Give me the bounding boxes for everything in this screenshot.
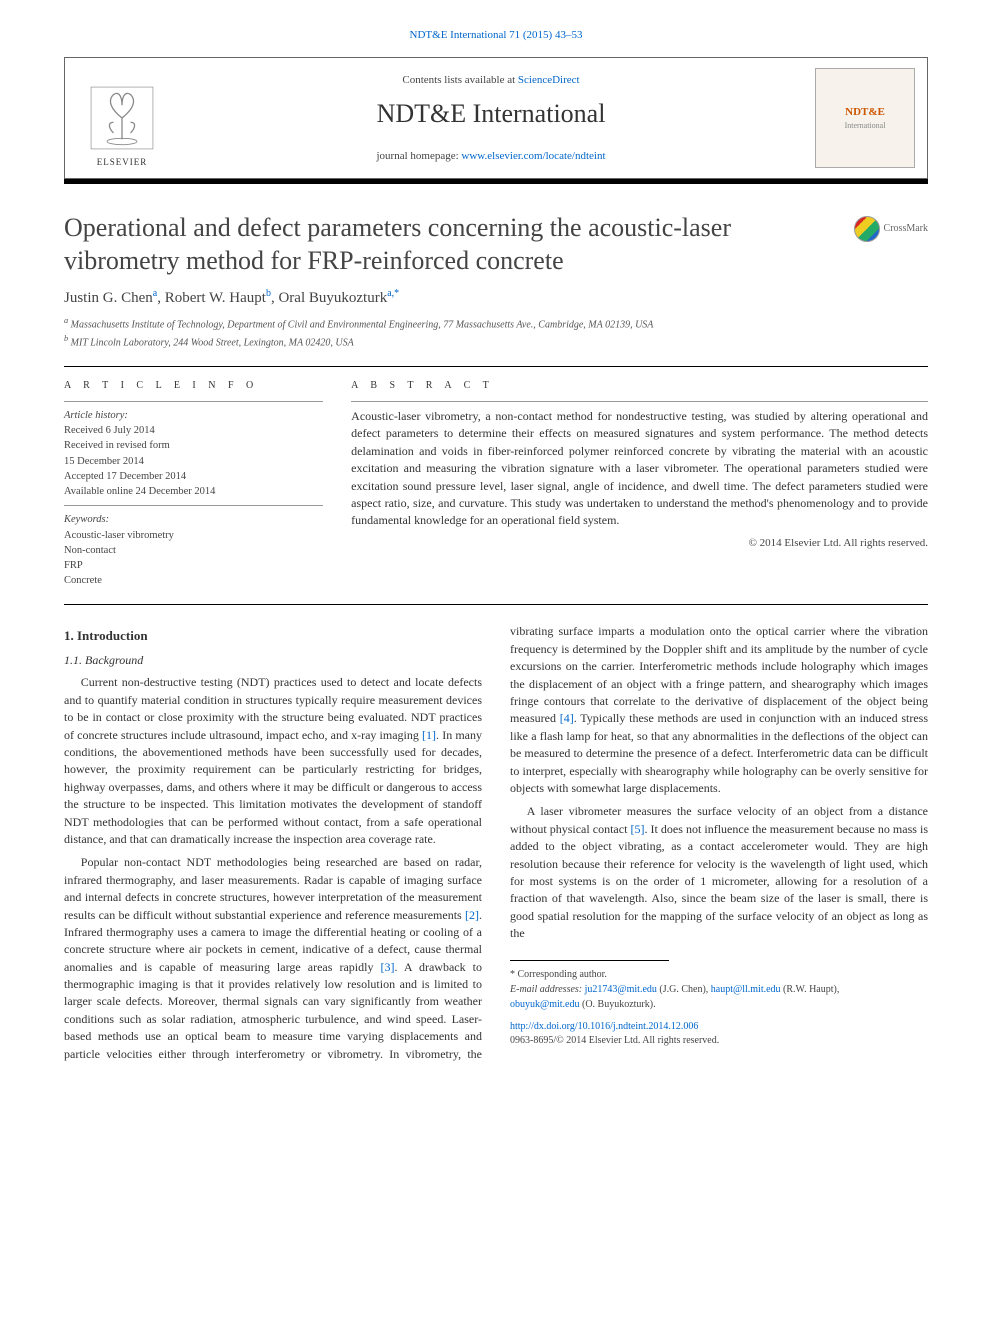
elsevier-tree-icon <box>86 82 158 154</box>
doi-line: http://dx.doi.org/10.1016/j.ndteint.2014… <box>510 1020 928 1034</box>
history-label: Article history: <box>64 408 323 423</box>
history-received: Received 6 July 2014 <box>64 423 323 438</box>
article-title: Operational and defect parameters concer… <box>64 212 928 277</box>
header-center: Contents lists available at ScienceDirec… <box>167 73 815 164</box>
publisher-name: ELSEVIER <box>97 156 148 169</box>
author-3: Oral Buyukozturk <box>278 290 387 306</box>
authors-line: Justin G. Chena, Robert W. Hauptb, Oral … <box>64 287 928 309</box>
body-columns: 1. Introduction 1.1. Background Current … <box>64 623 928 1063</box>
para-text: . It does not influence the measurement … <box>510 822 928 940</box>
aff-link-a[interactable]: a <box>153 288 157 299</box>
history-block: Article history: Received 6 July 2014 Re… <box>64 408 323 499</box>
email-line: E-mail addresses: ju21743@mit.edu (J.G. … <box>510 982 928 1012</box>
author-2: Robert W. Haupt <box>165 290 266 306</box>
abstract-copyright: © 2014 Elsevier Ltd. All rights reserved… <box>351 536 928 551</box>
title-block: CrossMark Operational and defect paramet… <box>64 212 928 350</box>
email-link[interactable]: ju21743@mit.edu <box>585 984 657 995</box>
section-1-1-heading: 1.1. Background <box>64 652 482 669</box>
homepage-link[interactable]: www.elsevier.com/locate/ndteint <box>461 150 605 162</box>
affiliation-b-text: MIT Lincoln Laboratory, 244 Wood Street,… <box>71 337 354 348</box>
citation-link[interactable]: [3] <box>381 960 395 974</box>
rule-top <box>64 366 928 367</box>
author-1: Justin G. Chen <box>64 290 153 306</box>
cover-subtitle: International <box>845 120 886 131</box>
affiliation-a: a Massachusetts Institute of Technology,… <box>64 315 928 332</box>
crossmark-label: CrossMark <box>884 222 928 236</box>
keyword-item: FRP <box>64 558 323 573</box>
rule-bottom <box>64 604 928 605</box>
email-link[interactable]: haupt@ll.mit.edu <box>711 984 781 995</box>
aff-link-a-corr[interactable]: a,* <box>387 288 399 299</box>
info-sep-1 <box>64 401 323 402</box>
article-info-col: A R T I C L E I N F O Article history: R… <box>64 379 323 588</box>
keywords-label: Keywords: <box>64 512 323 527</box>
body-para: A laser vibrometer measures the surface … <box>510 803 928 942</box>
author-2-aff: b <box>266 288 271 299</box>
keywords-block: Keywords: Acoustic-laser vibrometry Non-… <box>64 512 323 588</box>
cover-title: NDT&E <box>845 105 885 120</box>
citation-link[interactable]: [4] <box>560 711 574 725</box>
history-accepted: Accepted 17 December 2014 <box>64 469 323 484</box>
info-sep-2 <box>64 505 323 506</box>
para-text: Current non-destructive testing (NDT) pr… <box>64 675 482 741</box>
crossmark-icon <box>854 216 880 242</box>
email-who: (R.W. Haupt), <box>781 984 840 995</box>
email-link[interactable]: obuyuk@mit.edu <box>510 999 579 1010</box>
citation-link[interactable]: [2] <box>465 908 479 922</box>
contents-prefix: Contents lists available at <box>402 74 517 86</box>
journal-header: ELSEVIER Contents lists available at Sci… <box>64 57 928 179</box>
journal-name: NDT&E International <box>167 96 815 132</box>
email-who: (J.G. Chen), <box>657 984 711 995</box>
publisher-logo-block: ELSEVIER <box>77 68 167 168</box>
email-label: E-mail addresses: <box>510 984 585 995</box>
keyword-item: Concrete <box>64 573 323 588</box>
aff-link-b[interactable]: b <box>266 288 271 299</box>
info-abstract-row: A R T I C L E I N F O Article history: R… <box>64 379 928 588</box>
affiliation-a-text: Massachusetts Institute of Technology, D… <box>71 320 654 331</box>
journal-cover-thumb: NDT&E International <box>815 68 915 168</box>
author-3-aff: a,* <box>387 288 399 299</box>
issn-copyright: 0963-8695/© 2014 Elsevier Ltd. All right… <box>510 1034 928 1048</box>
homepage-prefix: journal homepage: <box>377 150 462 162</box>
abstract-text: Acoustic-laser vibrometry, a non-contact… <box>351 408 928 530</box>
affiliations: a Massachusetts Institute of Technology,… <box>64 315 928 350</box>
sciencedirect-link[interactable]: ScienceDirect <box>518 74 580 86</box>
citation-link[interactable]: [5] <box>630 822 644 836</box>
abstract-heading: A B S T R A C T <box>351 379 928 393</box>
section-1-heading: 1. Introduction <box>64 627 482 645</box>
abstract-col: A B S T R A C T Acoustic-laser vibrometr… <box>351 379 928 588</box>
article-info-heading: A R T I C L E I N F O <box>64 379 323 393</box>
journal-reference: NDT&E International 71 (2015) 43–53 <box>64 28 928 43</box>
para-text: . In many conditions, the abovementioned… <box>64 728 482 846</box>
abs-sep <box>351 401 928 402</box>
body-para: Current non-destructive testing (NDT) pr… <box>64 674 482 848</box>
history-online: Available online 24 December 2014 <box>64 484 323 499</box>
journal-ref-link[interactable]: NDT&E International 71 (2015) 43–53 <box>410 29 583 41</box>
page: NDT&E International 71 (2015) 43–53 ELSE… <box>0 0 992 1091</box>
citation-link[interactable]: [1] <box>422 728 436 742</box>
keyword-item: Non-contact <box>64 543 323 558</box>
contents-list-line: Contents lists available at ScienceDirec… <box>167 73 815 88</box>
corresponding-author-note: * Corresponding author. <box>510 967 928 982</box>
author-1-aff: a <box>153 288 157 299</box>
footnote-rule <box>510 960 669 961</box>
journal-homepage-line: journal homepage: www.elsevier.com/locat… <box>167 149 815 164</box>
para-text: Popular non-contact NDT methodologies be… <box>64 855 482 921</box>
history-revised: Received in revised form 15 December 201… <box>64 438 323 468</box>
doi-link[interactable]: http://dx.doi.org/10.1016/j.ndteint.2014… <box>510 1021 698 1032</box>
affiliation-b: b MIT Lincoln Laboratory, 244 Wood Stree… <box>64 333 928 350</box>
footnote-block: * Corresponding author. E-mail addresses… <box>510 960 928 1048</box>
email-who: (O. Buyukozturk). <box>579 999 655 1010</box>
crossmark-badge[interactable]: CrossMark <box>854 216 928 242</box>
keyword-item: Acoustic-laser vibrometry <box>64 528 323 543</box>
